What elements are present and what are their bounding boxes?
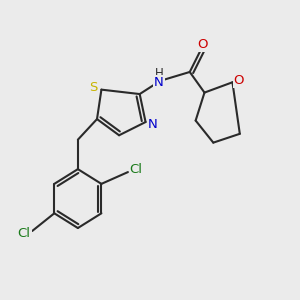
Text: N: N [154,76,164,89]
Text: S: S [89,81,98,94]
Text: Cl: Cl [130,163,143,176]
Text: O: O [198,38,208,51]
Text: N: N [148,118,158,131]
Text: H: H [154,67,163,80]
Text: Cl: Cl [17,227,31,240]
Text: O: O [234,74,244,87]
